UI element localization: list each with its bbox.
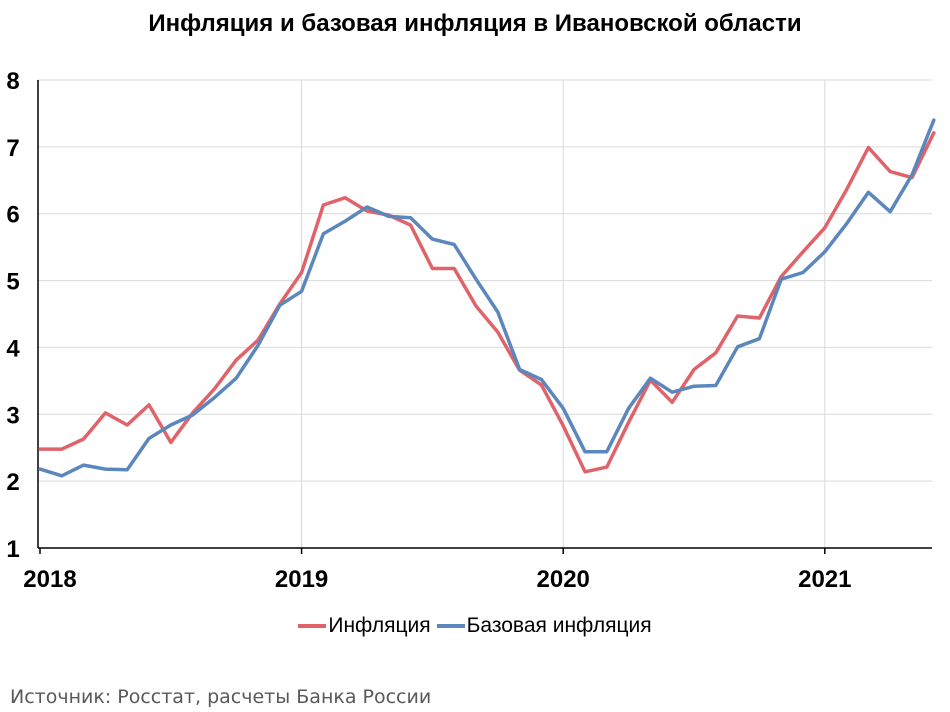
legend-swatch-inflation: [298, 624, 327, 628]
y-tick-label-7: 7: [6, 135, 19, 162]
series-line-core-inflation: [38, 118, 936, 478]
axes: [37, 80, 932, 554]
y-tick-label-4: 4: [6, 335, 20, 362]
legend-item-core-inflation: Базовая инфляция: [436, 614, 652, 638]
y-tick-label-3: 3: [6, 402, 19, 429]
x-tick-labels: 2018 2019 2020 2021: [23, 566, 851, 593]
y-tick-label-5: 5: [6, 269, 19, 296]
y-tick-label-6: 6: [6, 202, 19, 229]
legend: Инфляция Базовая инфляция: [0, 614, 950, 638]
legend-label-inflation: Инфляция: [328, 614, 431, 637]
vertical-gridlines: [301, 80, 826, 548]
legend-label-core-inflation: Базовая инфляция: [466, 614, 652, 637]
x-tick-label-2020: 2020: [537, 566, 590, 593]
horizontal-gridlines: [38, 79, 932, 482]
source-note: Источник: Росстат, расчеты Банка России: [10, 686, 432, 708]
x-tick-label-2019: 2019: [275, 566, 328, 593]
y-tick-label-8: 8: [6, 68, 19, 95]
series-lines: [38, 118, 936, 478]
y-tick-labels: 1 2 3 4 5 6 7 8: [6, 68, 20, 563]
series-line-inflation: [38, 131, 936, 474]
y-tick-label-1: 1: [6, 536, 19, 563]
y-tick-label-2: 2: [6, 469, 19, 496]
chart-title: Инфляция и базовая инфляция в Ивановской…: [148, 10, 802, 37]
legend-item-inflation: Инфляция: [298, 614, 431, 638]
x-tick-label-2021: 2021: [798, 566, 851, 593]
legend-swatch-core-inflation: [436, 624, 465, 628]
x-tick-label-2018: 2018: [23, 566, 76, 593]
